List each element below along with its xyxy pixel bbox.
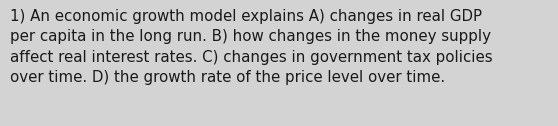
Text: 1) An economic growth model explains A) changes in real GDP
per capita in the lo: 1) An economic growth model explains A) … [10,9,493,85]
